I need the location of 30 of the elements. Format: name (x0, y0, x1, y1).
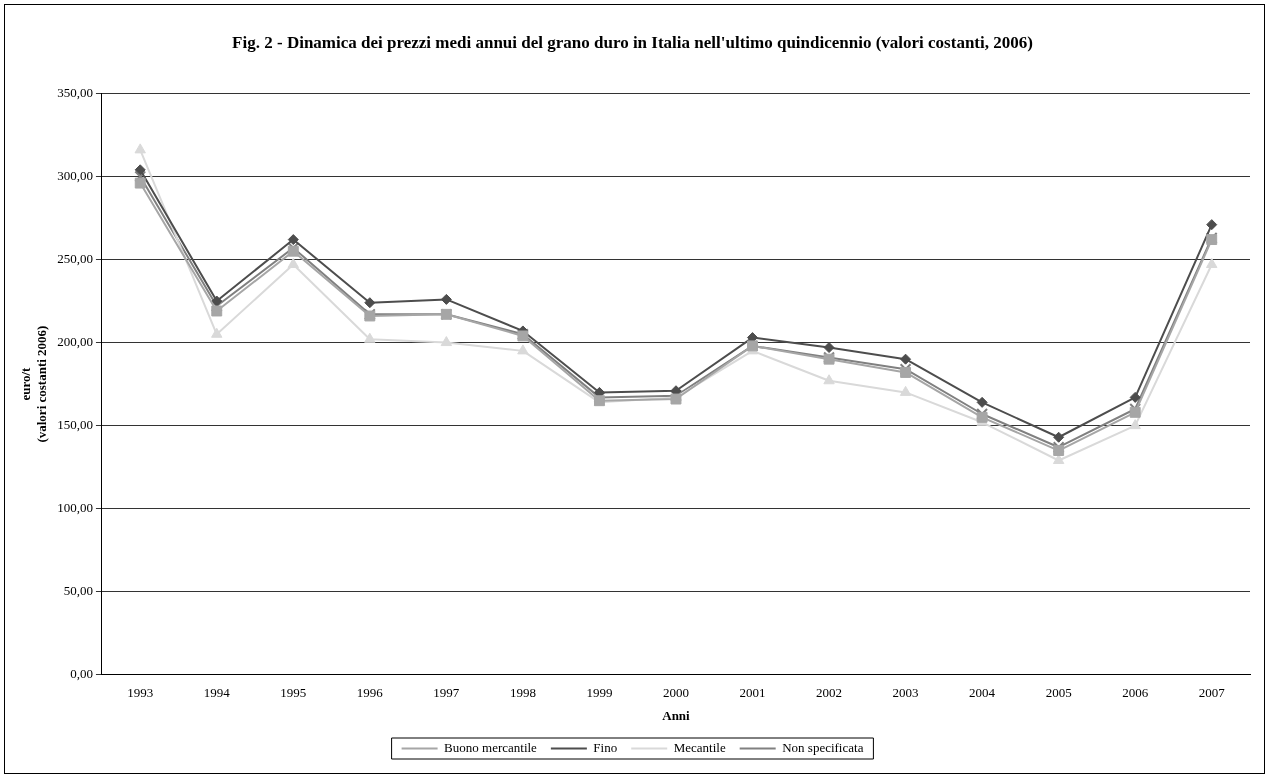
x-tick-label: 2002 (816, 685, 843, 701)
y-tick-label: 150,00 (57, 417, 93, 433)
y-tick-label: 100,00 (57, 500, 93, 516)
chart-title: Fig. 2 - Dinamica dei prezzi medi annui del grano duro in Italia nell'ultimo quindicennio (valori costanti, 2006) (232, 32, 1033, 52)
legend-label: Buono mercantile (444, 739, 538, 755)
x-tick-label: 2003 (892, 685, 919, 701)
y-tick-label: 350,00 (57, 84, 93, 100)
x-tick-label: 1996 (356, 685, 384, 701)
x-tick-label: 2007 (1198, 685, 1226, 701)
y-tick-label: 200,00 (57, 333, 93, 349)
x-tick-label: 2004 (969, 685, 996, 701)
legend-label: Mecantile (673, 739, 726, 755)
x-tick-label: 1993 (127, 685, 154, 701)
x-tick-label: 2001 (739, 685, 766, 701)
x-tick-label: 2005 (1045, 685, 1072, 701)
y-tick-label: 50,00 (63, 583, 93, 599)
x-tick-label: 2000 (662, 685, 689, 701)
legend-label: Fino (593, 739, 618, 755)
x-tick-label: 1995 (280, 685, 307, 701)
x-tick-label: 1999 (586, 685, 613, 701)
x-tick-label: 1997 (433, 685, 460, 701)
x-tick-label: 1994 (203, 685, 231, 701)
y-tick-label: 300,00 (57, 167, 93, 183)
x-axis-title: Anni (662, 707, 691, 723)
x-tick-label: 2006 (1122, 685, 1149, 701)
y-axis-title: euro/t (valori costanti 2006) (18, 325, 49, 443)
y-tick-label: 0,00 (70, 666, 93, 682)
y-tick-label: 250,00 (57, 250, 93, 266)
x-tick-label: 1998 (509, 685, 536, 701)
legend-label: Non specificata (782, 739, 864, 755)
